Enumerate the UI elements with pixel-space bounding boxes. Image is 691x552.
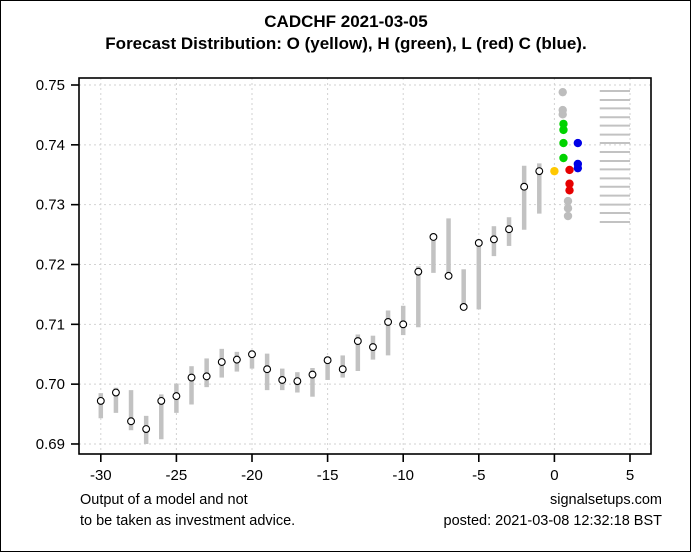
x-axis-tick-label: -30 bbox=[90, 467, 112, 484]
disclaimer-line-2: to be taken as investment advice. bbox=[80, 513, 296, 529]
close-marker bbox=[429, 233, 438, 241]
close-marker bbox=[353, 337, 362, 346]
posted-timestamp: posted: 2021-03-08 12:32:18 BST bbox=[443, 513, 662, 529]
close-marker bbox=[293, 377, 302, 386]
close-marker bbox=[520, 182, 529, 191]
forecast-dot-close-blue bbox=[573, 163, 583, 173]
close-marker bbox=[323, 356, 332, 365]
x-axis-tick-label: 0 bbox=[550, 467, 558, 484]
x-axis-tick-label: -15 bbox=[317, 467, 339, 484]
close-marker bbox=[172, 392, 181, 401]
close-marker bbox=[187, 373, 196, 382]
close-marker bbox=[127, 417, 135, 426]
close-marker bbox=[535, 167, 544, 176]
y-axis-tick-label: 0.70 bbox=[36, 376, 65, 393]
y-axis-tick-label: 0.71 bbox=[36, 316, 65, 333]
forecast-dot-close-blue bbox=[573, 138, 583, 148]
attribution-text: signalsetups.com posted: 2021-03-08 12:3… bbox=[444, 490, 662, 532]
forecast-dot-gray bbox=[563, 204, 573, 213]
y-axis-tick-label: 0.69 bbox=[36, 436, 65, 453]
forecast-dot-high-green bbox=[559, 125, 568, 135]
close-marker bbox=[96, 396, 105, 405]
close-marker bbox=[384, 317, 393, 326]
forecast-dot-low-red bbox=[565, 165, 574, 175]
close-marker bbox=[474, 239, 483, 247]
close-marker bbox=[202, 372, 211, 381]
close-marker bbox=[414, 267, 423, 276]
disclaimer-text: Output of a model and not to be taken as… bbox=[80, 490, 295, 532]
forecast-dot-gray bbox=[563, 211, 573, 221]
chart-title: CADCHF 2021-03-05 bbox=[264, 12, 428, 31]
close-marker bbox=[338, 365, 347, 374]
close-marker bbox=[232, 355, 241, 364]
plot-border bbox=[78, 77, 652, 455]
y-axis-tick-label: 0.74 bbox=[36, 137, 65, 154]
forecast-dot-high-green bbox=[559, 119, 568, 129]
close-marker bbox=[399, 320, 408, 329]
x-axis-tick-label: 5 bbox=[626, 467, 634, 484]
close-marker bbox=[444, 271, 453, 280]
forecast-dot-high-green bbox=[559, 138, 568, 148]
close-marker bbox=[308, 370, 317, 379]
x-axis-tick-label: -20 bbox=[241, 467, 263, 484]
site-name: signalsetups.com bbox=[549, 492, 662, 508]
close-marker bbox=[111, 388, 120, 397]
x-axis-tick-label: -10 bbox=[392, 467, 414, 484]
y-axis-tick-label: 0.72 bbox=[36, 256, 65, 273]
close-marker bbox=[142, 425, 151, 433]
forecast-dot-gray bbox=[558, 110, 567, 119]
forecast-dot-low-red bbox=[565, 179, 574, 188]
close-marker bbox=[263, 365, 272, 374]
forecast-dot-gray bbox=[558, 87, 567, 97]
forecast-dot-gray bbox=[563, 196, 573, 206]
close-marker bbox=[217, 358, 226, 366]
forecast-dot-high-green bbox=[559, 153, 568, 163]
y-axis-tick-label: 0.75 bbox=[36, 77, 65, 94]
close-marker bbox=[505, 225, 513, 234]
close-marker bbox=[459, 303, 468, 311]
chart-subtitle: Forecast Distribution: O (yellow), H (gr… bbox=[105, 34, 587, 53]
close-marker bbox=[248, 350, 256, 359]
close-marker bbox=[157, 396, 166, 405]
y-axis-tick-label: 0.73 bbox=[36, 197, 65, 214]
x-axis-tick-label: -25 bbox=[166, 467, 188, 484]
close-marker bbox=[489, 235, 498, 244]
disclaimer-line-1: Output of a model and not bbox=[80, 492, 248, 508]
close-marker bbox=[278, 376, 287, 384]
chart-titles: CADCHF 2021-03-05 Forecast Distribution:… bbox=[1, 11, 690, 55]
forecast-dot-open-yellow bbox=[550, 166, 559, 176]
forecast-dot-low-red bbox=[565, 186, 574, 195]
x-axis-tick-label: -5 bbox=[472, 467, 485, 484]
close-marker bbox=[369, 343, 377, 352]
